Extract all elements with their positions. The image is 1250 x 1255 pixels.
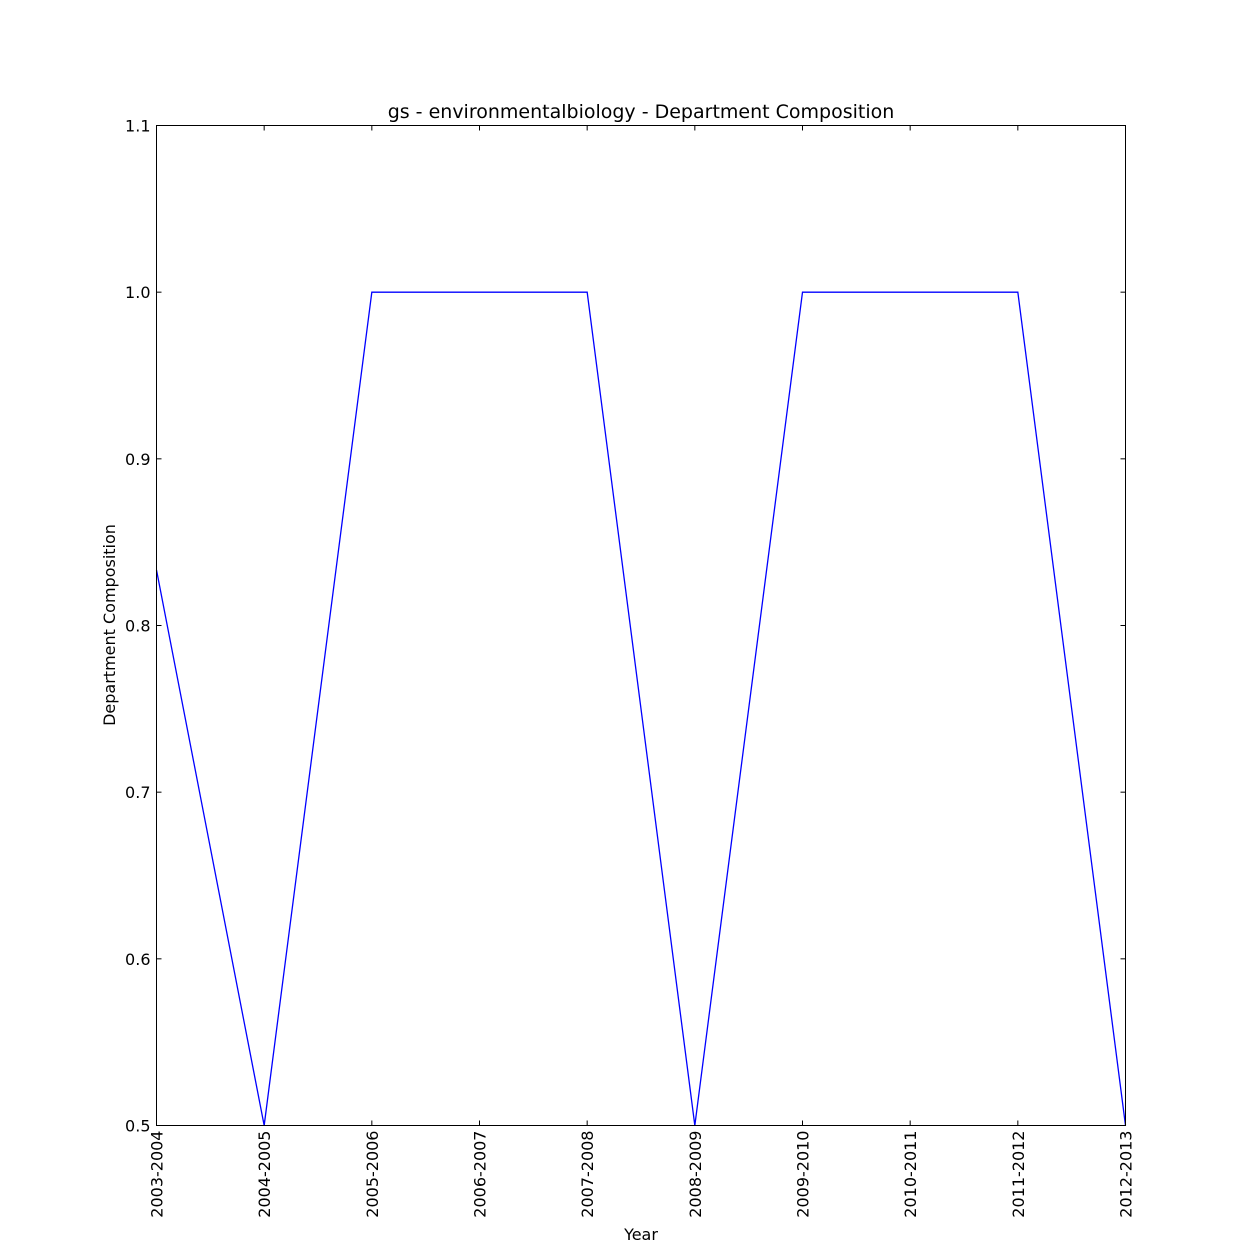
x-tick-label: 2007-2008	[578, 1131, 597, 1218]
x-tick-label: 2004-2005	[255, 1131, 274, 1218]
ticks-layer: 0.5 0.6 0.7 0.8 0.9 1.0 1.1 2003-2004 2004-2005 2…	[125, 117, 1135, 1218]
y-tick-label: 1.1	[125, 117, 150, 136]
y-tick-label: 0.9	[125, 450, 150, 469]
x-tick-label: 2009-2010	[794, 1131, 813, 1218]
plot-area-frame	[156, 125, 1126, 1126]
series-line	[155, 291, 1127, 1126]
x-tick-label: 2008-2009	[686, 1131, 705, 1218]
y-tick-label: 0.8	[125, 617, 150, 636]
y-axis-title: Department Composition	[100, 524, 119, 726]
x-axis-title: Year	[623, 1225, 658, 1244]
y-tick-label: 0.7	[125, 783, 150, 802]
y-tick-label: 0.5	[125, 1117, 150, 1136]
x-tick-label: 2003-2004	[148, 1131, 167, 1218]
x-tick-label: 2005-2006	[363, 1131, 382, 1218]
y-tick-label: 0.6	[125, 950, 150, 969]
y-tick-label: 1.0	[125, 283, 150, 302]
chart-title: gs - environmentalbiology - Department C…	[388, 101, 895, 123]
x-tick-label: 2012-2013	[1117, 1131, 1136, 1218]
x-tick-label: 2010-2011	[901, 1131, 920, 1218]
series-layer	[155, 291, 1127, 1126]
x-tick-label: 2006-2007	[471, 1131, 490, 1218]
x-tick-label: 2011-2012	[1009, 1131, 1028, 1218]
